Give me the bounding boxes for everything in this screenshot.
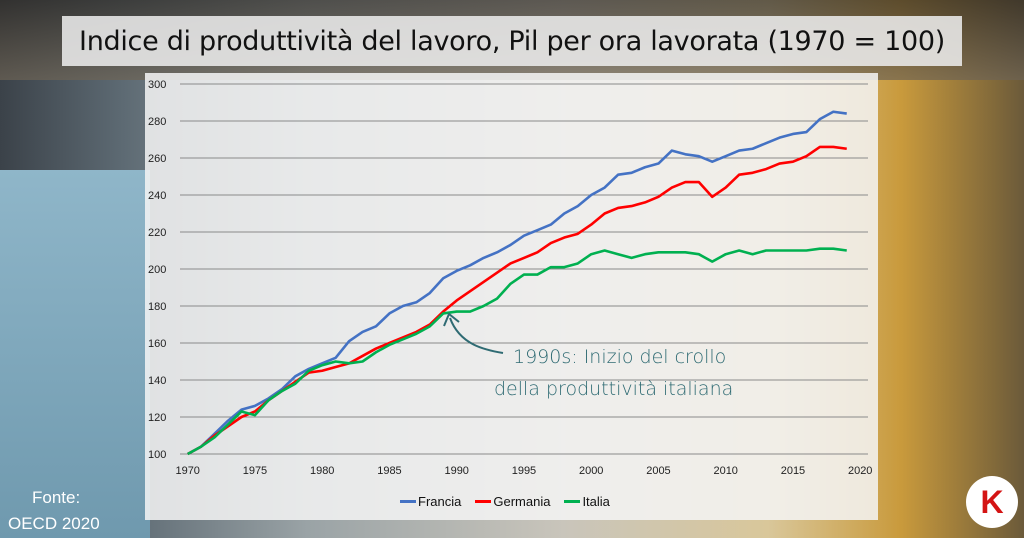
x-tick-label: 1975 xyxy=(243,465,267,477)
y-tick-label: 300 xyxy=(148,79,166,91)
x-tick-label: 1990 xyxy=(444,465,468,477)
x-tick-label: 1995 xyxy=(512,465,536,477)
y-tick-label: 280 xyxy=(148,116,166,128)
x-tick-label: 1985 xyxy=(377,465,401,477)
legend-swatch xyxy=(400,500,416,503)
y-tick-label: 140 xyxy=(148,375,166,387)
y-tick-label: 260 xyxy=(148,153,166,165)
x-tick-label: 2000 xyxy=(579,465,603,477)
annotation-arrow xyxy=(449,317,504,354)
x-tick-label: 2005 xyxy=(646,465,670,477)
annotation-arrowhead-icon xyxy=(443,312,460,327)
x-tick-label: 1980 xyxy=(310,465,334,477)
source-value: OECD 2020 xyxy=(8,514,100,533)
legend-swatch xyxy=(564,500,581,503)
y-tick-label: 240 xyxy=(148,190,166,202)
legend-label: Francia xyxy=(418,494,462,509)
x-tick-label: 2010 xyxy=(713,465,737,477)
series-line-francia xyxy=(187,110,847,456)
legend-item-italia: Italia xyxy=(564,494,610,509)
y-tick-label: 220 xyxy=(148,227,166,239)
legend: Francia Germania Italia xyxy=(400,494,610,509)
series-line-germania xyxy=(187,145,847,456)
legend-label: Italia xyxy=(582,494,610,509)
y-tick-label: 160 xyxy=(148,338,166,350)
annotation-line2: della produttività italiana xyxy=(494,378,734,400)
y-tick-label: 100 xyxy=(148,449,166,461)
background-photo-machine xyxy=(0,170,150,538)
title-bar: Indice di produttività del lavoro, Pil p… xyxy=(62,16,962,66)
series-line-italia xyxy=(187,247,847,456)
y-tick-label: 180 xyxy=(148,301,166,313)
legend-item-francia: Francia xyxy=(400,494,461,509)
logo-letter: K xyxy=(980,483,1004,520)
x-tick-label: 2015 xyxy=(781,465,805,477)
source-label: Fonte: xyxy=(32,488,81,507)
annotation-line1: 1990s: Inizio del crollo xyxy=(513,346,727,368)
x-tick-label: 1970 xyxy=(175,465,199,477)
legend-label: Germania xyxy=(493,494,551,509)
x-tick-label: 2020 xyxy=(848,465,872,477)
chart-title: Indice di produttività del lavoro, Pil p… xyxy=(79,25,945,57)
brand-logo: K xyxy=(966,476,1018,528)
y-tick-label: 120 xyxy=(148,412,166,424)
legend-item-germania: Germania xyxy=(475,494,550,509)
y-tick-label: 200 xyxy=(148,264,166,276)
legend-swatch xyxy=(475,500,492,503)
